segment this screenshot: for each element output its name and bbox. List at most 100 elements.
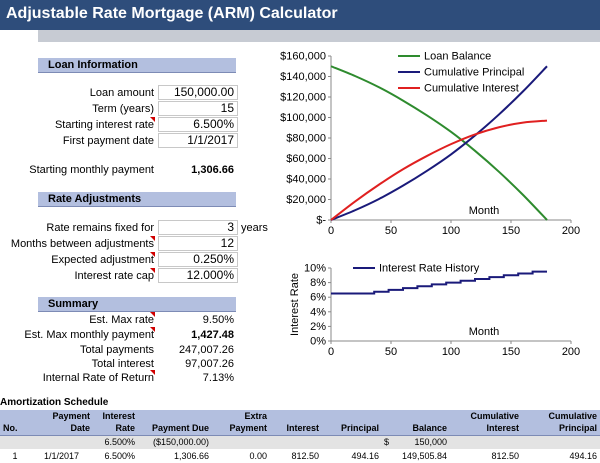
max-payment-label: Est. Max monthly payment (24, 329, 154, 341)
comment-indicator (150, 117, 155, 122)
x-tick-label: 0 (328, 346, 334, 358)
comment-indicator (150, 312, 155, 317)
x-tick-label: 50 (385, 346, 397, 358)
cell-principal: 494.16 (351, 451, 379, 461)
page-title: Adjustable Rate Mortgage (ARM) Calculato… (6, 5, 338, 22)
irr-value: 7.13% (202, 372, 234, 384)
expected-adjustment-input[interactable]: 0.250% (158, 252, 238, 267)
series-line-interest-rate-history (331, 270, 547, 295)
starting-rate-input[interactable]: 6.500% (158, 117, 238, 132)
loan-amount-label: Loan amount (89, 87, 154, 99)
column-header-top (270, 410, 322, 422)
y-tick-label: 10% (304, 263, 326, 275)
monthly-payment-label: Starting monthly payment (29, 164, 154, 176)
legend-label: Cumulative Interest (424, 83, 519, 95)
column-header: Interest (286, 423, 319, 434)
total-payments-label: Total payments (80, 344, 154, 356)
column-header-top (322, 410, 382, 422)
months-between-input[interactable]: 12 (158, 236, 238, 251)
first-payment-label: First payment date (62, 135, 154, 147)
cell-no (0, 435, 30, 449)
cell-balance: 149,505.84 (401, 451, 447, 461)
comment-indicator (150, 236, 155, 241)
cell-extra[interactable]: 0.00 (249, 451, 267, 461)
summary-header: Summary (38, 297, 236, 312)
legend-label: Interest Rate History (379, 263, 480, 275)
cell-date (30, 435, 93, 449)
starting-rate-label: Starting interest rate (54, 119, 154, 131)
max-payment-value: 1,427.48 (191, 329, 234, 341)
balance-value: 150,000 (414, 437, 447, 448)
column-header: Principal (558, 423, 597, 434)
cell-interest (270, 435, 322, 449)
cell-principal (322, 435, 382, 449)
y-tick-label: $120,000 (280, 92, 326, 104)
table-header-row: Payment Interest Extra Cumulative Cumulative (0, 410, 600, 422)
total-payments-value: 247,007.26 (178, 344, 234, 356)
amortization-table: Payment Interest Extra Cumulative Cumulative… (0, 410, 600, 463)
y-tick-label: 2% (310, 321, 326, 333)
table-header-row: No. Date Rate Payment Due Payment Interest Pri… (0, 422, 600, 435)
x-tick-label: 100 (442, 346, 460, 358)
x-axis-label: Month (469, 326, 500, 338)
column-header: Rate (115, 423, 135, 434)
column-header: Interest (486, 423, 519, 434)
cell-rate: 6.500% (104, 451, 135, 461)
column-header: Principal (340, 423, 379, 434)
total-interest-value: 97,007.26 (185, 358, 234, 370)
term-label: Term (years) (92, 103, 154, 115)
irr-label: Internal Rate of Return (42, 372, 154, 384)
x-tick-label: 150 (502, 346, 520, 358)
title-bar: Adjustable Rate Mortgage (ARM) Calculato… (0, 0, 600, 30)
y-tick-label: 8% (310, 277, 326, 289)
legend-label: Loan Balance (424, 51, 491, 63)
rate-history-chart: 0% 2% 4% 6% 8% 10% 0 50 100 150 200 Interest Rate… (289, 263, 580, 359)
y-tick-label: $160,000 (280, 51, 326, 63)
series-line-cumulative-interest (330, 119, 548, 221)
rate-cap-input[interactable]: 12.000% (158, 268, 238, 283)
column-header-top (0, 410, 30, 422)
x-tick-label: 200 (562, 225, 580, 237)
amortization-title: Amortization Schedule (0, 397, 109, 408)
y-tick-label: $20,000 (286, 194, 326, 206)
rate-fixed-input[interactable]: 3 (158, 220, 238, 235)
term-input[interactable]: 15 (158, 101, 238, 116)
series-line-cumulative-principal (330, 65, 548, 221)
rate-adjustments-header: Rate Adjustments (38, 192, 236, 207)
column-header-top: Payment (52, 411, 90, 421)
rate-fixed-label: Rate remains fixed for (46, 222, 154, 234)
cell-extra (212, 435, 270, 449)
column-header: No. (3, 423, 18, 434)
y-tick-label: $100,000 (280, 112, 326, 124)
cell-cum-principal (522, 435, 600, 449)
y-tick-label: $- (316, 215, 326, 227)
column-header: Balance (412, 423, 447, 434)
y-tick-label: $40,000 (286, 174, 326, 186)
months-between-label: Months between adjustments (10, 238, 154, 250)
cell-date: 1/1/2017 (43, 451, 80, 461)
comment-indicator (150, 252, 155, 257)
loan-amount-input[interactable]: 150,000.00 (158, 85, 238, 100)
x-axis-label: Month (469, 205, 500, 217)
total-interest-label: Total interest (91, 358, 154, 370)
chart-axes (330, 268, 571, 342)
x-tick-label: 200 (562, 346, 580, 358)
table-row: 1 1/1/2017 6.500% 1,306.66 0.00 812.50 4… (0, 449, 600, 463)
monthly-payment-value: 1,306.66 (191, 164, 234, 176)
cell-payment-due: ($150,000.00) (152, 437, 209, 448)
y-tick-label: $140,000 (280, 71, 326, 83)
column-header: Payment Due (151, 423, 209, 434)
currency-symbol: $ (384, 437, 390, 448)
column-header-top: Extra (244, 411, 267, 421)
cell-payment-due: 1,306.66 (173, 451, 209, 461)
y-tick-label: $60,000 (286, 153, 326, 165)
cell-rate: 6.500% (104, 437, 135, 448)
series-line-loan-balance (330, 65, 548, 221)
first-payment-input[interactable]: 1/1/2017 (158, 133, 238, 148)
cell-interest: 812.50 (291, 451, 319, 461)
comment-indicator (150, 327, 155, 332)
y-tick-label: 0% (310, 336, 326, 348)
x-tick-label: 50 (385, 225, 397, 237)
table-row: 6.500% ($150,000.00) $150,000 (0, 435, 600, 449)
column-header-top: Interest (102, 411, 135, 421)
